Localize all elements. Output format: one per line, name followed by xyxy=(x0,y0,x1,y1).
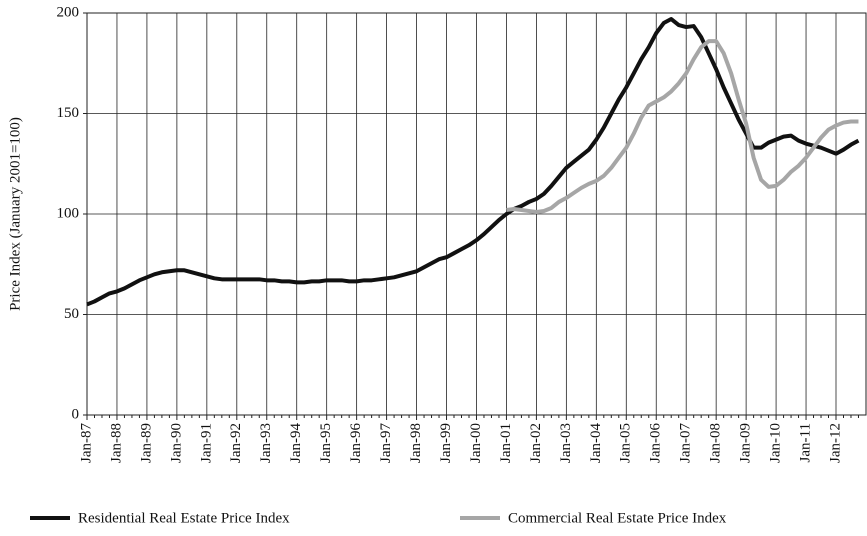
x-tick-label: Jan-90 xyxy=(168,423,184,463)
x-tick-label: Jan-09 xyxy=(738,423,754,463)
x-tick-label: Jan-06 xyxy=(648,423,664,463)
y-tick-label: 200 xyxy=(57,4,80,20)
x-tick-label: Jan-04 xyxy=(588,423,604,463)
x-tick-label: Jan-91 xyxy=(198,423,214,463)
x-tick-label: Jan-87 xyxy=(78,423,94,463)
x-tick-label: Jan-07 xyxy=(678,423,694,463)
y-tick-label: 150 xyxy=(57,105,80,121)
x-tick-label: Jan-99 xyxy=(438,423,454,463)
x-tick-label: Jan-88 xyxy=(108,423,124,463)
x-tick-label: Jan-01 xyxy=(498,423,514,463)
x-tick-label: Jan-10 xyxy=(768,423,784,463)
x-tick-label: Jan-98 xyxy=(408,423,424,463)
y-tick-label: 0 xyxy=(72,406,80,422)
x-tick-label: Jan-93 xyxy=(258,423,274,463)
x-tick-label: Jan-95 xyxy=(318,423,334,463)
series-line xyxy=(86,17,860,307)
x-tick-label: Jan-97 xyxy=(378,423,394,463)
x-tick-label: Jan-00 xyxy=(468,423,484,463)
y-tick-label: 50 xyxy=(64,306,79,322)
x-tick-label: Jan-03 xyxy=(558,423,574,463)
legend-label: Commercial Real Estate Price Index xyxy=(508,510,727,526)
x-tick-label: Jan-08 xyxy=(708,423,724,463)
plot-frame xyxy=(86,12,867,416)
x-tick-label: Jan-12 xyxy=(827,423,843,463)
x-tick-label: Jan-94 xyxy=(288,423,304,463)
x-tick-label: Jan-02 xyxy=(528,423,544,463)
x-tick-label: Jan-92 xyxy=(228,423,244,463)
y-axis-label: Price Index (January 2001=100) xyxy=(7,117,23,311)
legend-label: Residential Real Estate Price Index xyxy=(78,510,290,526)
x-tick-label: Jan-05 xyxy=(618,423,634,463)
series-line xyxy=(506,39,859,214)
x-tick-label: Jan-96 xyxy=(348,423,364,463)
y-tick-label: 100 xyxy=(57,205,80,221)
x-tick-label: Jan-89 xyxy=(138,423,154,463)
x-tick-label: Jan-11 xyxy=(797,423,813,462)
